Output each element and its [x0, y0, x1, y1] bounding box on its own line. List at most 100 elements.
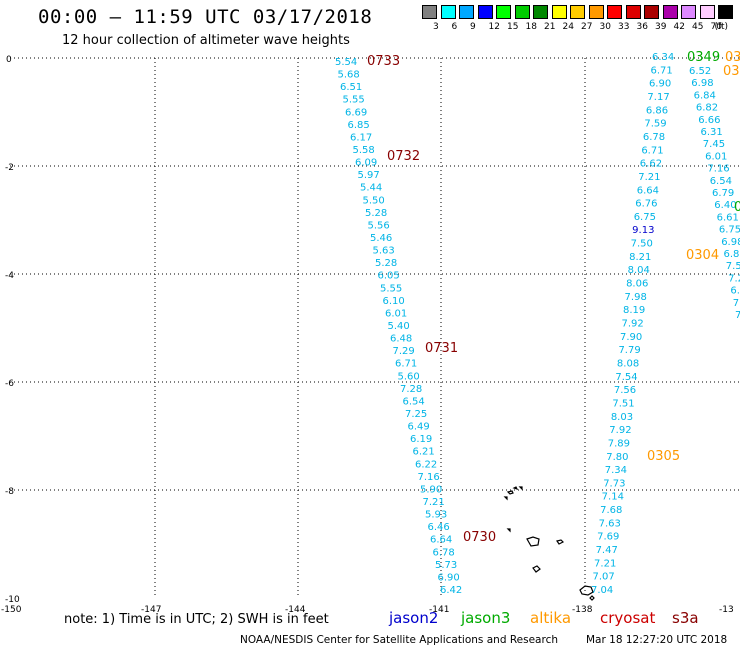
wave-height-value: 7.29 [393, 346, 415, 357]
wave-height-value: 7.25 [405, 409, 427, 420]
timestamp-text: Mar 18 12:27:20 UTC 2018 [586, 634, 728, 646]
satellite-jason3: jason3 [461, 609, 511, 627]
wave-height-value: 6.84 [694, 90, 716, 101]
wave-height-value: 5.68 [338, 70, 360, 81]
wave-height-value: 5.40 [388, 321, 410, 332]
wave-height-value: 6.82 [696, 103, 718, 114]
legend-label: 15 [507, 22, 519, 32]
map-grid [10, 57, 740, 598]
wave-height-value: 7.89 [608, 438, 630, 449]
lat-tick-label: 0 [6, 55, 12, 65]
legend-swatch [662, 5, 678, 19]
wave-height-value: 6.01 [705, 151, 727, 162]
wave-height-value: 6.75 [719, 225, 740, 236]
wave-height-value: 6.71 [650, 65, 672, 76]
wave-height-value: 5.55 [343, 95, 365, 106]
wave-height-value: 6.49 [408, 422, 430, 433]
pass-time-label: 0349 [687, 50, 720, 65]
wave-height-value: 7.04 [591, 585, 613, 596]
wave-height-value: 7.54 [615, 372, 637, 383]
wave-height-value: 7.90 [620, 332, 642, 343]
wave-height-value: 5.46 [370, 233, 392, 244]
wave-height-value: 6.64 [637, 185, 659, 196]
legend-label: 3 [433, 22, 439, 32]
wave-height-value: 6.98 [721, 237, 740, 248]
pass-time-label: 0730 [463, 530, 496, 545]
wave-height-value: 7.68 [600, 505, 622, 516]
altimeter-tracks: 5.545.686.515.556.696.856.175.586.095.97… [335, 50, 740, 596]
credit-text: NOAA/NESDIS Center for Satellite Applica… [240, 634, 558, 646]
wave-height-value: 6.31 [701, 127, 723, 138]
wave-height-value: 7.45 [703, 139, 725, 150]
lat-tick-label: -8 [5, 487, 14, 497]
wave-height-value: 5.93 [425, 510, 447, 521]
legend-label: 24 [562, 22, 574, 32]
legend-swatch [514, 5, 530, 19]
wave-height-value: 6.66 [698, 115, 720, 126]
wave-height-value: 7.21 [594, 558, 616, 569]
pass-time-label: 0732 [387, 149, 420, 164]
map-subtitle: 12 hour collection of altimeter wave hei… [62, 33, 350, 48]
wave-height-value: 6.7 [730, 286, 740, 297]
wave-height-value: 7 [735, 310, 740, 321]
pass-time-label: 0731 [425, 341, 458, 356]
wave-height-value: 6.51 [340, 82, 362, 93]
wave-height-value: 6.62 [640, 159, 662, 170]
island-coastlines [503, 486, 595, 601]
legend-label: 36 [636, 22, 648, 32]
map-axis-labels: 0 -2 -4 -6 -8 -10-150 -147 -144 -141 -138 -13 [1, 55, 734, 615]
legend-swatch [718, 5, 733, 19]
legend-swatch [459, 5, 474, 19]
lat-tick-label: -10 [5, 595, 20, 605]
legend-swatch [681, 5, 696, 19]
wave-height-value: 7.16 [707, 164, 729, 175]
wave-height-value: 5.97 [358, 170, 380, 181]
legend-swatch [440, 5, 456, 19]
wave-height-value: 6.01 [385, 308, 407, 319]
wave-height-value: 6.85 [348, 120, 370, 131]
wave-height-value: 6.61 [717, 212, 739, 223]
wave-height-value: 7.58 [726, 261, 740, 272]
legend-label: 12 [488, 22, 500, 32]
wave-height-value: 6.90 [438, 572, 460, 583]
satellite-altika: altika [530, 609, 572, 627]
edge-time-label: 03 [723, 64, 740, 79]
wave-height-value: 7.50 [631, 239, 653, 250]
wave-height-value: 5.55 [380, 283, 402, 294]
wave-height-value: 6.42 [440, 585, 462, 596]
wave-height-value: 8.06 [626, 279, 648, 290]
island-outline [532, 565, 541, 573]
island-outline [556, 539, 565, 545]
map-title: 00:00 – 11:59 UTC 03/17/2018 [38, 6, 373, 28]
wave-height-value: 6.46 [428, 522, 450, 533]
legend-label: 6 [451, 22, 458, 32]
legend-swatch [477, 5, 493, 19]
wave-height-value: 6.54 [403, 396, 425, 407]
satellite-cryosat: cryosat [600, 609, 656, 627]
wave-height-value: 5.63 [373, 246, 395, 257]
wave-height-value: 7.14 [602, 492, 624, 503]
legend-swatch [607, 5, 622, 19]
satellite-s3a: s3a [672, 609, 699, 627]
wave-height-value: 7.21 [423, 497, 445, 508]
wave-height-value: 5.28 [375, 258, 397, 269]
island-outline [518, 486, 523, 491]
wave-height-value: 6.22 [415, 459, 437, 470]
wave-height-value: 6.34 [652, 52, 674, 63]
pass-time-label: 0305 [647, 449, 680, 464]
wave-height-value: 7.34 [605, 465, 627, 476]
wave-height-value: 8.04 [628, 265, 650, 276]
wave-height-value: 6.86 [646, 105, 668, 116]
legend-label: 70 [710, 22, 722, 32]
wave-height-value: 6.40 [714, 200, 736, 211]
legend-swatch [533, 5, 548, 19]
wave-height-value: 5.44 [360, 183, 382, 194]
legend-swatch [644, 5, 659, 19]
edge-time-label: 03 [725, 50, 740, 65]
wave-height-value: 7.16 [418, 472, 440, 483]
wave-height-value: 6.90 [649, 79, 671, 90]
lat-tick-label: -4 [5, 271, 14, 281]
wave-height-value: 7.79 [618, 345, 640, 356]
